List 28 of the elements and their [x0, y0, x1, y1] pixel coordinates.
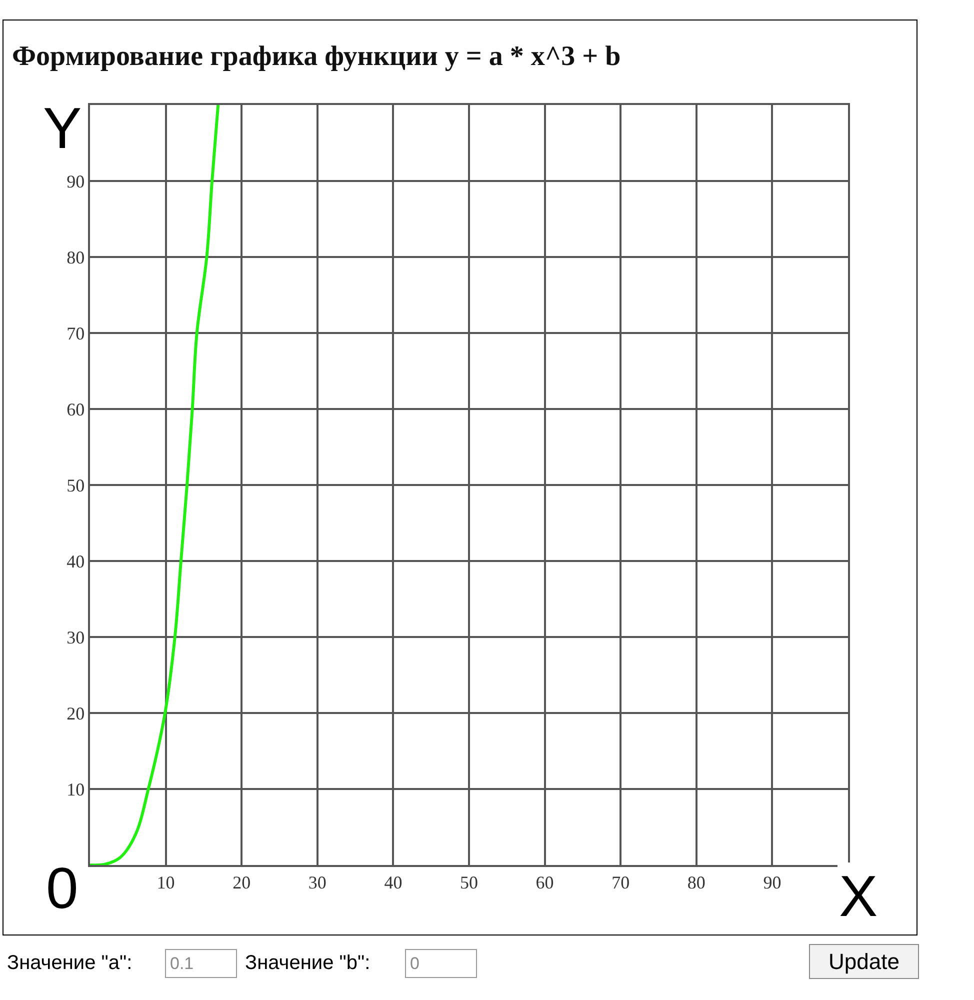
text: Update	[828, 949, 900, 974]
line-series	[90, 105, 220, 865]
text: 0	[46, 856, 78, 921]
x-tick-label: 80	[687, 872, 706, 892]
x-tick-label: 30	[308, 872, 326, 892]
y-axis-title: Y	[43, 96, 82, 161]
text: 0.1	[170, 954, 194, 973]
chart-title: Формирование графика функции y = a * x^3 + b	[12, 40, 621, 72]
y-tick-label: 90	[66, 171, 85, 192]
y-tick-label: 40	[66, 551, 85, 572]
y-tick-label: 60	[66, 399, 85, 420]
y-tick-label: 20	[66, 703, 85, 724]
y-tick-label: 30	[66, 627, 85, 648]
y-tick-label: 50	[66, 475, 85, 496]
x-tick-label: 90	[763, 872, 782, 892]
y-tick-label: 80	[66, 247, 85, 268]
text: Значение "b":	[245, 952, 370, 974]
x-tick-label: 70	[612, 872, 630, 892]
x-tick-label: 10	[156, 872, 175, 892]
x-tick-label: 40	[384, 872, 402, 892]
y-tick-label: 70	[66, 323, 85, 344]
x-tick-label: 20	[232, 872, 251, 892]
text: Значение "a":	[7, 952, 132, 974]
x-tick-label: 50	[460, 872, 478, 892]
x-tick-label: 60	[536, 872, 554, 892]
x-axis-title: X	[839, 864, 878, 929]
y-tick-label: 10	[66, 779, 85, 800]
text: 0	[410, 954, 420, 973]
